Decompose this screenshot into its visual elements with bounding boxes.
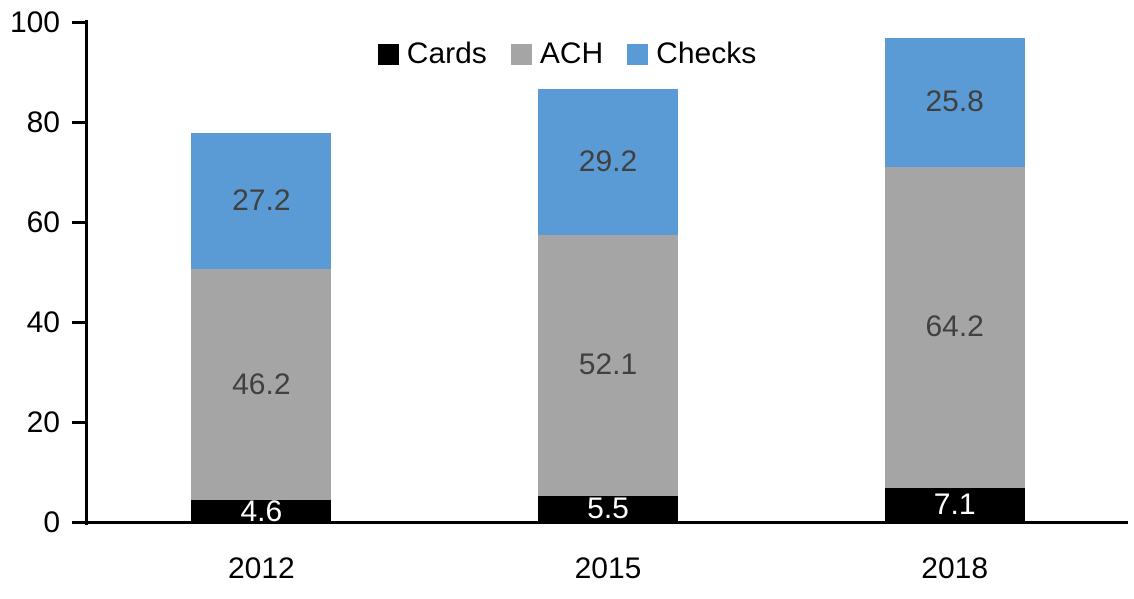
bar-2012: 27.2 46.2 4.6 bbox=[191, 133, 332, 526]
bar-segment-ach: 64.2 bbox=[884, 166, 1025, 488]
bar-value-label: 52.1 bbox=[578, 348, 638, 382]
chart-legend: Cards ACH Checks bbox=[0, 36, 1134, 72]
bar-segment-cards: 7.1 bbox=[884, 487, 1025, 523]
legend-item-ach: ACH bbox=[510, 36, 604, 72]
bar-segment-cards: 5.5 bbox=[538, 492, 678, 526]
bar-value-label: 5.5 bbox=[587, 492, 629, 526]
bar-value-label: 64.2 bbox=[925, 310, 984, 343]
legend-swatch-checks-icon bbox=[627, 43, 649, 65]
bar-segment-cards: 4.6 bbox=[191, 496, 332, 526]
y-axis-tick-label: 80 bbox=[26, 106, 60, 139]
bar-value-label: 46.2 bbox=[232, 367, 291, 401]
legend-item-cards: Cards bbox=[377, 36, 487, 72]
bar-segment-ach: 52.1 bbox=[538, 235, 678, 496]
bar-value-label: 29.2 bbox=[578, 145, 638, 178]
bar-2015: 29.2 52.1 5.5 bbox=[538, 89, 678, 526]
legend-swatch-cards-icon bbox=[377, 43, 399, 65]
y-axis-tick-label: 40 bbox=[26, 306, 60, 339]
y-axis-tick bbox=[72, 421, 85, 424]
bar-value-label: 25.8 bbox=[925, 85, 984, 118]
legend-label: Cards bbox=[406, 37, 487, 70]
y-axis-tick-label: 60 bbox=[26, 206, 60, 239]
bar-segment-ach: 46.2 bbox=[191, 269, 332, 500]
bar-segment-checks: 29.2 bbox=[538, 89, 678, 235]
y-axis-tick bbox=[72, 221, 85, 224]
x-axis-label-2015: 2015 bbox=[574, 552, 642, 585]
bar-2018: 25.8 64.2 7.1 bbox=[884, 37, 1025, 523]
y-axis-tick bbox=[72, 21, 85, 24]
y-axis-tick bbox=[72, 521, 85, 524]
bar-segment-checks: 25.8 bbox=[884, 37, 1025, 167]
y-axis-tick-label: 20 bbox=[26, 406, 60, 439]
legend-item-checks: Checks bbox=[627, 36, 756, 72]
y-axis-tick-label: 100 bbox=[9, 6, 60, 39]
x-axis-label-2012: 2012 bbox=[227, 552, 295, 585]
legend-label: ACH bbox=[539, 37, 604, 70]
bar-value-label: 4.6 bbox=[240, 494, 283, 528]
bar-value-label: 27.2 bbox=[232, 184, 291, 217]
y-axis-tick-label: 0 bbox=[43, 506, 60, 539]
x-axis-label-2018: 2018 bbox=[921, 552, 989, 585]
legend-swatch-ach-icon bbox=[510, 43, 532, 65]
y-axis-line bbox=[85, 20, 88, 525]
y-axis-tick bbox=[72, 321, 85, 324]
y-axis-tick bbox=[72, 121, 85, 124]
bar-segment-checks: 27.2 bbox=[191, 133, 332, 269]
bar-value-label: 7.1 bbox=[933, 488, 976, 522]
legend-label: Checks bbox=[656, 37, 757, 70]
